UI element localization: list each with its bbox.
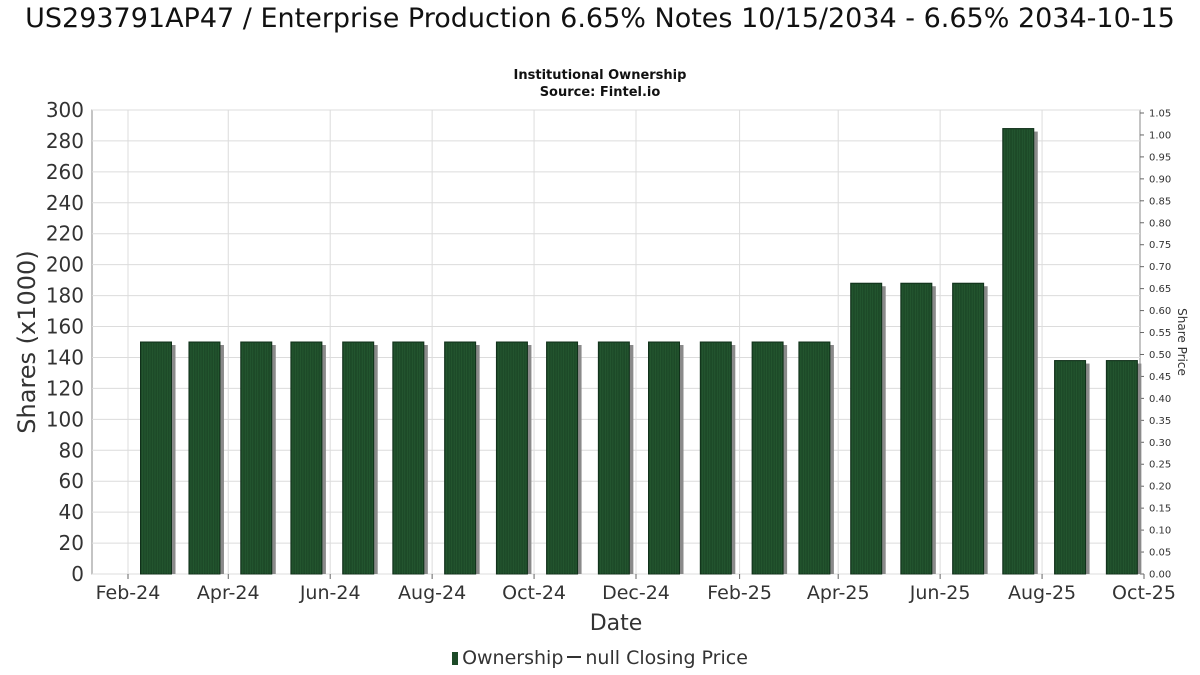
x-tick-label: Aug-25	[1008, 582, 1076, 604]
y-tick-label: 300	[46, 98, 84, 122]
x-tick-label: Dec-24	[602, 582, 670, 604]
x-tick-label: Jun-25	[909, 582, 971, 604]
y2-tick-label: 0.75	[1149, 240, 1171, 251]
ownership-bar	[188, 341, 221, 575]
y2-tick-label: 0.30	[1149, 438, 1171, 449]
y-tick-label: 120	[46, 376, 84, 400]
ownership-bar	[240, 341, 273, 575]
y-tick-label: 220	[46, 222, 84, 246]
y-tick-label: 0	[71, 562, 84, 586]
x-tick-label: Apr-25	[807, 582, 870, 604]
ownership-bar	[495, 341, 528, 575]
ownership-bar	[850, 282, 883, 575]
ownership-legend-swatch	[452, 652, 459, 665]
y2-tick-label: 0.55	[1149, 328, 1171, 339]
y2-tick-label: 1.05	[1149, 109, 1171, 120]
price-legend-label: null Closing Price	[585, 647, 748, 669]
ownership-bar	[444, 341, 477, 575]
ownership-bar	[751, 341, 784, 575]
ownership-bar	[290, 341, 323, 575]
y2-tick-label: 0.10	[1149, 526, 1171, 537]
y-tick-label: 100	[46, 407, 84, 431]
y2-tick-label: 0.25	[1149, 460, 1171, 471]
y2-tick-label: 0.90	[1149, 174, 1171, 185]
y2-tick-label: 0.80	[1149, 218, 1171, 229]
y2-tick-label: 0.00	[1149, 570, 1171, 581]
y2-tick-label: 1.00	[1149, 130, 1171, 141]
y-tick-label: 160	[46, 315, 84, 339]
ownership-bar	[1054, 360, 1087, 575]
ownership-bar	[1002, 128, 1035, 575]
x-tick-label: Feb-24	[96, 582, 161, 604]
ownership-bar	[546, 341, 579, 575]
y2-tick-label: 0.95	[1149, 152, 1171, 163]
y-tick-label: 20	[59, 531, 84, 555]
chart-subtitle-ownership: Institutional Ownership	[513, 68, 687, 83]
y2-tick-label: 0.35	[1149, 416, 1171, 427]
ownership-bar	[699, 341, 732, 575]
y2-tick-label: 0.20	[1149, 482, 1171, 493]
chart-legend: Ownership null Closing Price	[0, 647, 1200, 669]
ownership-bar	[342, 341, 375, 575]
y-tick-label: 260	[46, 160, 84, 184]
y2-tick-label: 0.05	[1149, 548, 1171, 559]
ownership-bar	[140, 341, 172, 575]
x-tick-label: Feb-25	[707, 582, 772, 604]
y-tick-label: 240	[46, 191, 84, 215]
x-tick-label: Oct-25	[1112, 582, 1176, 604]
ownership-bar	[900, 282, 933, 575]
y-tick-label: 180	[46, 284, 84, 308]
y2-tick-label: 0.85	[1149, 196, 1171, 207]
ownership-bar	[952, 282, 985, 575]
y2-tick-label: 0.15	[1149, 504, 1171, 515]
x-tick-label: Aug-24	[398, 582, 466, 604]
ownership-legend-label: Ownership	[462, 647, 564, 669]
price-legend-line	[567, 656, 582, 658]
y2-tick-label: 0.65	[1149, 284, 1171, 295]
y2-tick-label: 0.45	[1149, 372, 1171, 383]
x-tick-label: Jun-24	[299, 582, 361, 604]
y-tick-label: 200	[46, 253, 84, 277]
y2-tick-label: 0.40	[1149, 394, 1171, 405]
y2-tick-label: 0.50	[1149, 350, 1171, 361]
chart-subtitle-source: Source: Fintel.io	[539, 85, 661, 100]
x-axis-title: Date	[590, 611, 643, 636]
ownership-bar	[1105, 360, 1138, 575]
y-axis-title: Shares (x1000)	[13, 250, 41, 433]
y-tick-label: 40	[59, 500, 84, 524]
chart-title: US293791AP47 / Enterprise Production 6.6…	[25, 3, 1175, 34]
y-tick-label: 280	[46, 129, 84, 153]
ownership-bar	[392, 341, 425, 575]
ownership-bar	[597, 341, 630, 575]
ownership-bar	[798, 341, 831, 575]
x-tick-label: Oct-24	[502, 582, 566, 604]
x-tick-label: Apr-24	[197, 582, 260, 604]
y-tick-label: 60	[59, 469, 84, 493]
y2-tick-label: 0.70	[1149, 262, 1171, 273]
y2-tick-label: 0.60	[1149, 306, 1171, 317]
y-tick-label: 140	[46, 345, 84, 369]
y-tick-label: 80	[59, 438, 84, 462]
y2-axis-title: Share Price	[1175, 308, 1189, 376]
ownership-bar	[648, 341, 680, 575]
